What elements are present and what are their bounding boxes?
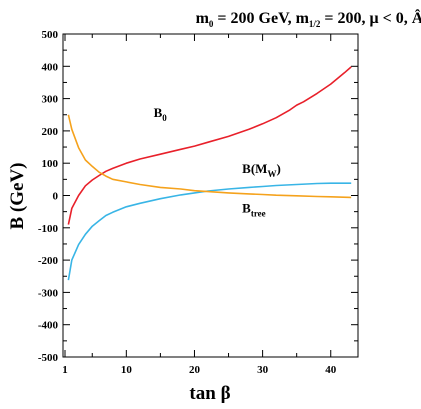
y-tick-label: -300 (38, 287, 59, 299)
title-m0: m (196, 10, 210, 27)
y-tick-label: -500 (38, 352, 59, 364)
chart-title: m0 = 200 GeV, m1/2 = 200, μ < 0, Â=1 (196, 8, 421, 29)
x-tick-label: 10 (121, 364, 133, 376)
annotation-btree: Btree (242, 200, 265, 218)
svg-text:m0 = 200 GeV, m1/2 = 200, μ <: m0 = 200 GeV, m1/2 = 200, μ < 0, Â=1 (196, 8, 421, 29)
y-tick-label: 0 (53, 191, 59, 203)
axis-ticks: -500 -400 -300 -200 -100 0 100 200 300 400 500 1 10 2… (38, 29, 358, 376)
annotation-b0: B0 (154, 105, 168, 123)
plot-frame (62, 33, 359, 358)
x-tick-label: 1 (62, 364, 68, 376)
y-tick-label: -400 (38, 320, 59, 332)
series-lines (67, 66, 352, 281)
y-axis-title: B (GeV) (7, 162, 28, 229)
title-m0-sub: 0 (209, 19, 214, 29)
series-line-btree (67, 114, 352, 199)
y-tick-label: 500 (42, 29, 59, 41)
x-tick-label: 20 (189, 364, 201, 376)
x-tick-label: 30 (257, 364, 269, 376)
series-annotations: B0 B(MW) Btree (154, 105, 281, 218)
y-tick-label: 300 (42, 94, 59, 106)
y-tick-label: 400 (42, 61, 59, 73)
title-rest: = 200, μ < 0, (320, 10, 411, 27)
y-tick-label: 200 (42, 126, 59, 138)
title-a-label: Â (412, 8, 421, 27)
y-tick-label: 100 (42, 158, 59, 170)
x-tick-label: 40 (325, 364, 337, 376)
y-tick-label: -100 (38, 223, 59, 235)
series-line-b0 (67, 66, 352, 225)
title-m0-val: = 200 GeV, m (213, 10, 309, 27)
annotation-bmw: B(MW) (242, 161, 281, 179)
series-line-bmw (67, 182, 352, 281)
x-axis-title: tan β (189, 383, 230, 404)
y-tick-label: -200 (38, 255, 59, 267)
title-mhalf-sub: 1/2 (309, 19, 321, 29)
